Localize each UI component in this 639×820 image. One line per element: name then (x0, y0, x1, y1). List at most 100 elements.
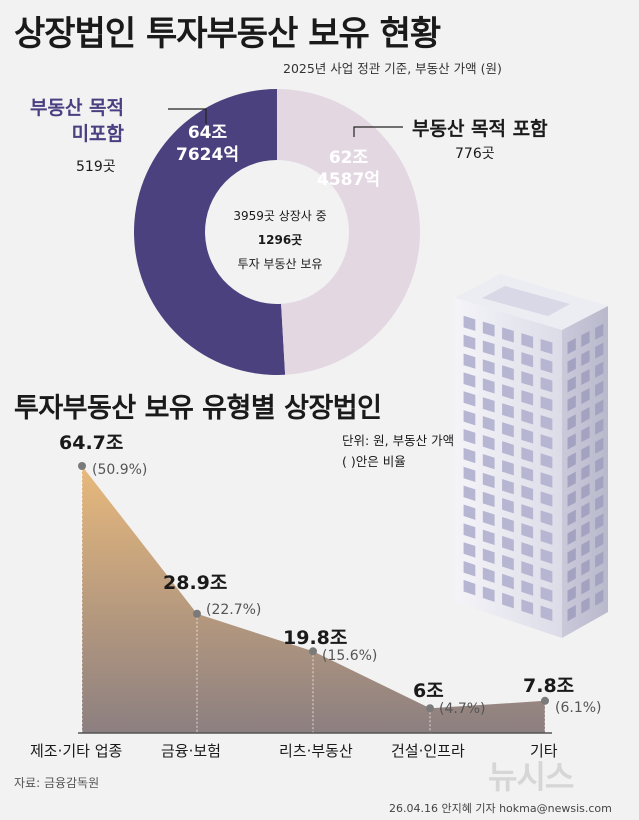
building-window (502, 422, 514, 438)
building-window (463, 466, 476, 483)
right-slice-count: 776곳 (455, 146, 495, 162)
building-window (463, 579, 476, 596)
building-window (482, 529, 495, 546)
building-side-window (581, 426, 590, 443)
building-window (482, 548, 495, 564)
building-side-window (581, 597, 590, 614)
data-point (193, 609, 201, 618)
building-side-window (567, 395, 576, 412)
building-side-window (567, 585, 576, 603)
building-window (502, 327, 514, 343)
area-fill (82, 466, 545, 733)
building-window (463, 561, 476, 577)
building-window (521, 561, 534, 577)
building-side-window (567, 357, 576, 374)
building-side-window (567, 452, 576, 469)
building-window (482, 397, 495, 413)
building-window (502, 535, 514, 552)
building-window (521, 466, 534, 482)
building-side-window (595, 475, 604, 492)
building-side-window (567, 471, 576, 488)
building-side-window (595, 342, 604, 359)
building-window (540, 567, 553, 584)
building-window (482, 435, 495, 451)
building-side-window (595, 437, 604, 454)
building-side-window (581, 368, 590, 386)
building-window (463, 353, 476, 369)
building-window (521, 409, 534, 425)
building-side-window (581, 407, 590, 424)
building-window (502, 365, 514, 381)
category-label: 기타 (530, 742, 558, 760)
page-subtitle: 2025년 사업 정관 기준, 부동산 가액 (원) (283, 61, 502, 76)
building-window (463, 410, 476, 426)
building-side-window (595, 513, 604, 530)
data-point (78, 462, 86, 470)
donut-chart (134, 89, 421, 375)
building-side-window (581, 559, 590, 576)
building-window (463, 428, 476, 445)
building-window (521, 523, 534, 539)
building-side-window (567, 490, 576, 507)
building-window (502, 441, 514, 457)
percent-label: (15.6%) (322, 648, 378, 664)
right-slice-label: 부동산 목적 포함 (412, 118, 548, 140)
building-windows (463, 315, 604, 622)
building-window (521, 333, 534, 349)
left-slice-count: 519곳 (76, 159, 116, 175)
building-window (521, 580, 534, 596)
left-slice-value: 64조 7624억 (176, 122, 239, 166)
building-window (463, 315, 476, 331)
building-window (521, 390, 534, 406)
building-window (540, 377, 553, 393)
data-point (426, 704, 434, 713)
left-slice-label-line1: 부동산 목적 (30, 97, 125, 119)
left-slice-value-line1: 64조 (187, 123, 228, 143)
building-window (463, 391, 476, 407)
building-window (482, 510, 495, 527)
building-side-window (581, 464, 590, 481)
building-side-window (595, 380, 604, 397)
data-point (541, 696, 549, 705)
building-window (521, 599, 534, 615)
percent-label: (4.7%) (439, 701, 486, 717)
building-side-window (595, 494, 604, 511)
building-side-window (595, 456, 604, 473)
building-window (540, 586, 553, 603)
building-side-window (581, 502, 590, 519)
building-window (482, 378, 495, 394)
building-window (540, 491, 553, 507)
building-window (463, 523, 476, 539)
building-window (521, 485, 534, 501)
building-side-window (581, 349, 590, 366)
building-window (502, 384, 514, 400)
building-window (502, 592, 514, 609)
building-window (502, 516, 514, 533)
building-window (482, 359, 495, 375)
category-label: 금융·보험 (161, 742, 221, 760)
building-window (482, 472, 495, 489)
section-title: 투자부동산 보유 유형별 상장법인 (14, 393, 382, 424)
building-window (502, 479, 514, 495)
building-window (521, 428, 534, 444)
building-window (482, 416, 495, 432)
building-side-window (567, 414, 576, 431)
building-window (502, 346, 514, 362)
building-window (502, 554, 514, 571)
building-side-window (595, 532, 604, 549)
building-side-window (581, 521, 590, 538)
building-window (521, 371, 534, 387)
building-side-window (595, 323, 604, 340)
building-window (463, 447, 476, 464)
left-label-leader (168, 108, 207, 124)
percent-label: (50.9%) (92, 462, 148, 478)
building-window (502, 403, 514, 419)
building-window (521, 352, 534, 368)
building-window (521, 542, 534, 558)
building-side-window (595, 418, 604, 435)
building-window (540, 605, 553, 622)
donut-center-line2: 1296곳 (257, 233, 303, 247)
page-title: 상장법인 투자부동산 보유 현황 (14, 14, 441, 54)
